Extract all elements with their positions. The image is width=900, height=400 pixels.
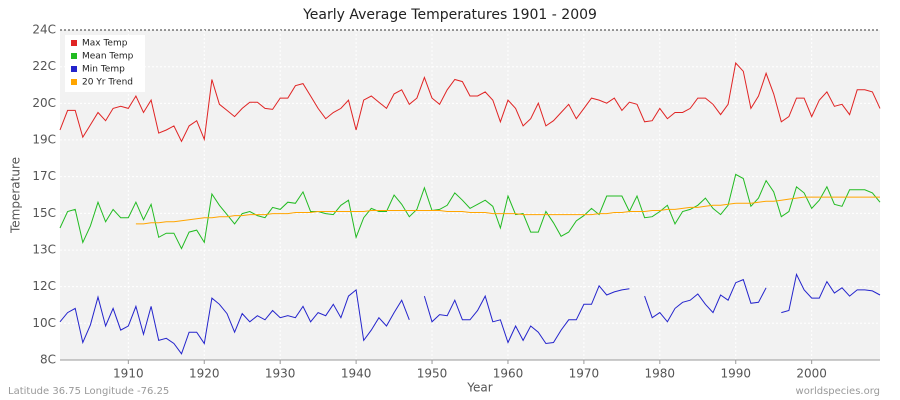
y-tick-label: 19C (32, 132, 56, 146)
y-tick-label: 12C (32, 279, 56, 293)
y-tick-label: 15C (32, 206, 56, 220)
legend-swatch (71, 53, 77, 59)
x-axis-label: Year (466, 381, 492, 395)
footer-right: worldspecies.org (796, 386, 880, 397)
footer-left: Latitude 36.75 Longitude -76.25 (8, 386, 169, 397)
x-tick-label: 1920 (189, 367, 220, 381)
plot-area (60, 30, 880, 360)
series-line (135, 196, 880, 225)
x-tick-label: 1970 (569, 367, 600, 381)
legend-label: 20 Yr Trend (82, 78, 133, 88)
x-tick-label: 1930 (265, 367, 296, 381)
y-tick-label: 22C (32, 59, 56, 73)
x-tick-label: 1990 (720, 367, 751, 381)
legend-swatch (71, 66, 77, 72)
legend-label: Min Temp (82, 65, 125, 75)
x-tick-label: 2000 (796, 367, 827, 381)
legend-box (65, 35, 145, 92)
chart-title: Yearly Average Temperatures 1901 - 2009 (302, 7, 597, 23)
legend-swatch (71, 40, 77, 46)
y-tick-label: 17C (32, 169, 56, 183)
legend-swatch (71, 79, 77, 85)
y-axis-label: Temperature (9, 157, 23, 234)
legend-label: Max Temp (82, 39, 128, 49)
x-tick-label: 1950 (417, 367, 448, 381)
y-tick-label: 20C (32, 96, 56, 110)
series-line (59, 173, 881, 250)
x-tick-label: 1980 (645, 367, 676, 381)
series-line (59, 61, 881, 143)
legend-label: Mean Temp (82, 52, 134, 62)
y-tick-label: 10C (32, 316, 56, 330)
series-line (59, 272, 881, 355)
x-tick-label: 1960 (493, 367, 524, 381)
y-tick-label: 8C (40, 353, 56, 367)
y-tick-label: 24C (32, 23, 56, 37)
y-tick-label: 13C (32, 243, 56, 257)
x-tick-label: 1940 (341, 367, 372, 381)
x-tick-label: 1910 (113, 367, 144, 381)
